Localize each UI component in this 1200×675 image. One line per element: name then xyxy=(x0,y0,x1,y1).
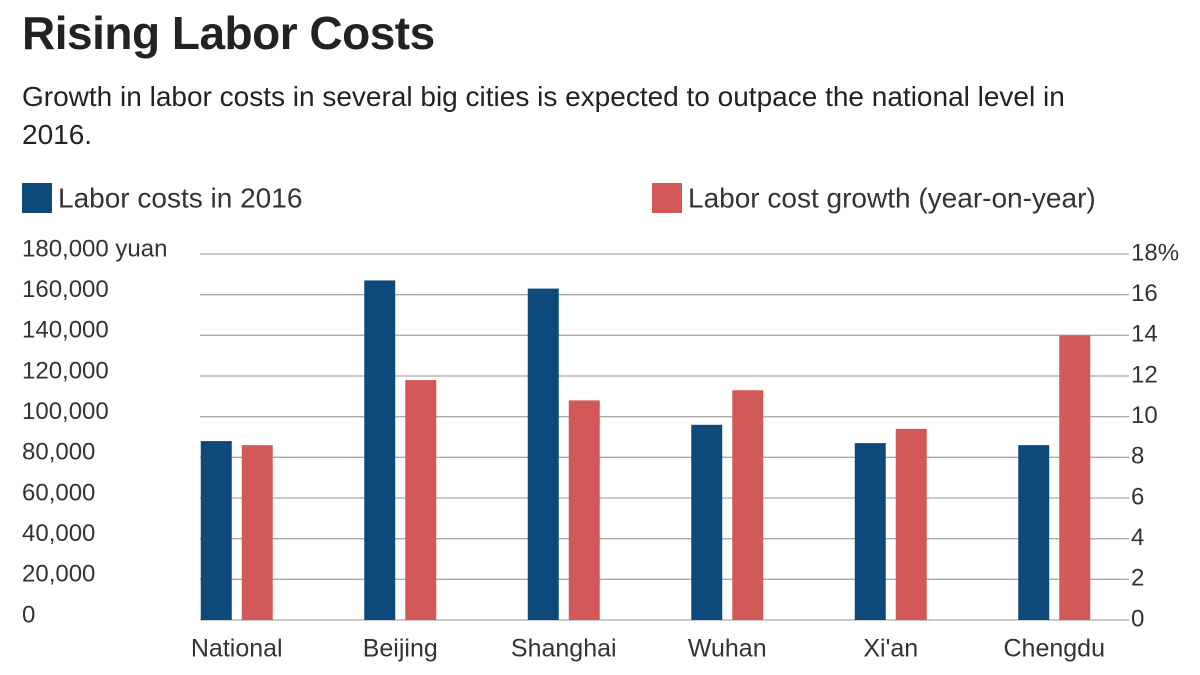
legend-label: Labor cost growth (year-on-year) xyxy=(688,182,1096,213)
x-tick-label: Wuhan xyxy=(688,635,767,663)
bar xyxy=(364,280,396,620)
y-tick-label: 160,000 xyxy=(22,276,109,303)
bar xyxy=(854,443,886,620)
chart-subtitle: Growth in labor costs in several big cit… xyxy=(22,81,1065,150)
bar xyxy=(895,428,927,620)
y2-tick-label: 12 xyxy=(1131,361,1158,388)
chart-title: Rising Labor Costs xyxy=(22,7,435,59)
y2-tick-label: 16 xyxy=(1131,280,1158,307)
y2-tick-label: 0 xyxy=(1131,605,1144,632)
bar xyxy=(527,288,559,620)
y-tick-label: 40,000 xyxy=(22,520,95,547)
y2-tick-label: 18% xyxy=(1131,239,1179,266)
legend-label: Labor costs in 2016 xyxy=(58,182,302,213)
y-tick-label: 60,000 xyxy=(22,479,95,506)
y2-tick-label: 4 xyxy=(1131,524,1144,551)
x-tick-label: Shanghai xyxy=(511,635,617,663)
x-tick-label: National xyxy=(191,635,283,663)
y2-tick-label: 10 xyxy=(1131,402,1158,429)
bar xyxy=(1018,445,1050,620)
y2-tick-label: 6 xyxy=(1131,483,1144,510)
x-tick-label: Xi'an xyxy=(863,635,918,663)
x-tick-label: Chengdu xyxy=(1004,635,1105,663)
bar xyxy=(568,400,600,620)
bar xyxy=(732,390,764,620)
y2-tick-label: 2 xyxy=(1131,565,1144,592)
y-tick-label: 180,000 yuan xyxy=(22,235,167,262)
bar xyxy=(241,445,273,620)
y-tick-label: 80,000 xyxy=(22,439,95,466)
bar xyxy=(691,424,723,620)
legend-swatch xyxy=(652,183,682,213)
y-tick-label: 120,000 xyxy=(22,357,109,384)
y-tick-label: 140,000 xyxy=(22,317,109,344)
y2-tick-label: 8 xyxy=(1131,443,1144,470)
x-tick-label: Beijing xyxy=(363,635,438,663)
bar xyxy=(405,380,437,620)
y-tick-label: 20,000 xyxy=(22,561,95,588)
y-tick-label: 100,000 xyxy=(22,398,109,425)
bar xyxy=(1059,335,1091,620)
bar xyxy=(200,441,232,620)
y-tick-label: 0 xyxy=(22,601,35,628)
legend-swatch xyxy=(22,183,52,213)
y2-tick-label: 14 xyxy=(1131,321,1158,348)
